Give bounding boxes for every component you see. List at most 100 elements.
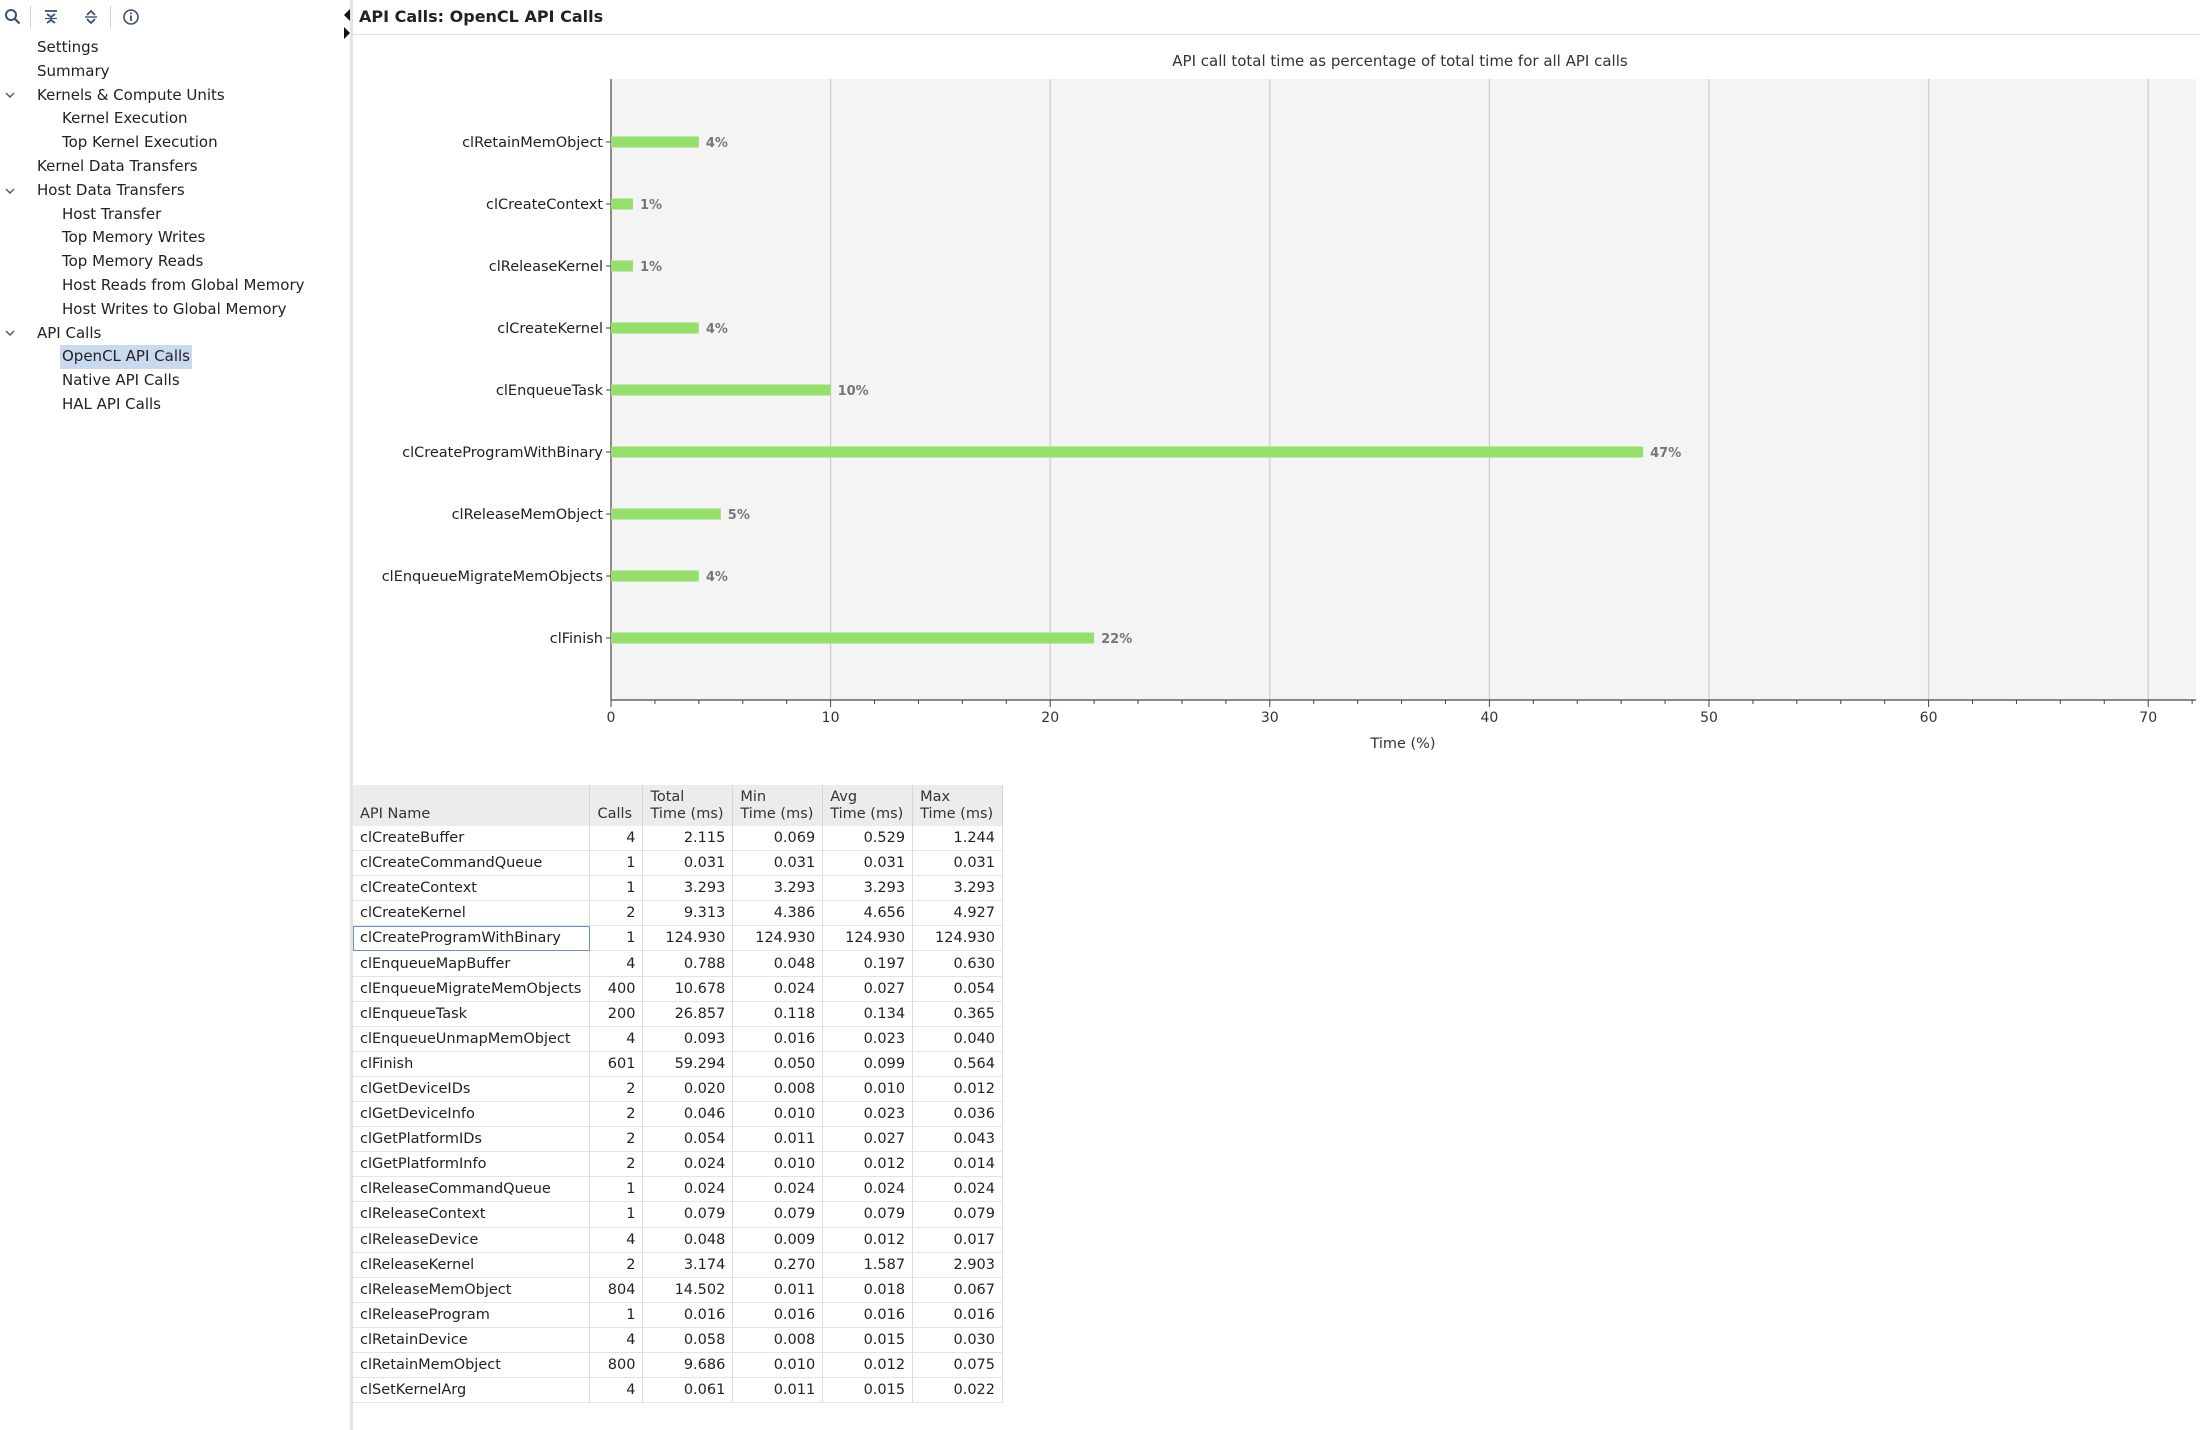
column-api-name-cell[interactable]: clReleaseContext <box>353 1201 591 1228</box>
column-min-time-cell[interactable]: 0.008 <box>732 1327 824 1353</box>
column-calls-cell[interactable]: 2 <box>589 1101 644 1128</box>
column-api-name-cell[interactable]: clGetDeviceInfo <box>353 1101 591 1128</box>
column-calls-cell[interactable]: 1 <box>589 1176 644 1203</box>
table-row[interactable]: clGetDeviceIDs 2 0.020 0.008 0.010 0.012 <box>353 1076 1003 1103</box>
column-api-name-header[interactable]: API Name <box>353 785 591 826</box>
column-api-name-cell[interactable]: clGetPlatformInfo <box>353 1151 591 1178</box>
column-calls-cell[interactable]: 400 <box>589 976 644 1002</box>
tree-item-host-writes-to-global-memory[interactable]: Host Writes to Global Memory <box>0 298 350 322</box>
column-api-name-cell[interactable]: clReleaseDevice <box>353 1227 591 1253</box>
column-calls-cell[interactable]: 1 <box>589 875 644 902</box>
column-api-name-cell[interactable]: clCreateProgramWithBinary <box>353 925 591 952</box>
column-calls-header[interactable]: Calls <box>589 785 644 826</box>
column-calls-cell[interactable]: 200 <box>589 1001 644 1027</box>
column-min-time-cell[interactable]: 0.009 <box>732 1227 824 1253</box>
column-calls-cell[interactable]: 4 <box>589 826 644 852</box>
column-calls-cell[interactable]: 2 <box>589 1126 644 1153</box>
table-row[interactable]: clReleaseMemObject 804 14.502 0.011 0.018 0.0… <box>353 1277 1003 1303</box>
panel-splitter[interactable] <box>350 0 353 1430</box>
column-avg-time-cell[interactable]: 0.010 <box>822 1076 914 1103</box>
column-api-name-cell[interactable]: clCreateContext <box>353 875 591 902</box>
column-calls-cell[interactable]: 4 <box>589 1327 644 1353</box>
column-max-time-cell[interactable]: 0.014 <box>912 1151 1003 1178</box>
column-calls-cell[interactable]: 2 <box>589 1076 644 1103</box>
column-min-time-cell[interactable]: 0.011 <box>732 1277 824 1303</box>
column-total-time-cell[interactable]: 9.313 <box>642 900 734 927</box>
column-avg-time-cell[interactable]: 0.016 <box>822 1302 914 1328</box>
table-row[interactable]: clGetPlatformInfo 2 0.024 0.010 0.012 0.014 <box>353 1151 1003 1178</box>
column-api-name-cell[interactable]: clCreateCommandQueue <box>353 850 591 877</box>
tree-item-native-api-calls[interactable]: Native API Calls <box>0 369 350 393</box>
column-avg-time-cell[interactable]: 4.656 <box>822 900 914 927</box>
column-max-time-header[interactable]: Max Time (ms) <box>912 785 1003 826</box>
column-total-time-cell[interactable]: 0.024 <box>642 1176 734 1203</box>
column-api-name-cell[interactable]: clSetKernelArg <box>353 1377 591 1404</box>
column-total-time-cell[interactable]: 0.788 <box>642 950 734 977</box>
info-button[interactable] <box>118 4 144 30</box>
collapse-left-icon[interactable] <box>341 8 353 22</box>
table-row[interactable]: clCreateCommandQueue 1 0.031 0.031 0.031 0.03… <box>353 850 1003 877</box>
column-max-time-cell[interactable]: 0.564 <box>912 1051 1003 1077</box>
column-avg-time-cell[interactable]: 0.027 <box>822 976 914 1002</box>
column-avg-time-header[interactable]: Avg Time (ms) <box>822 785 914 826</box>
column-total-time-cell[interactable]: 124.930 <box>642 925 734 952</box>
column-avg-time-cell[interactable]: 0.023 <box>822 1026 914 1052</box>
column-max-time-cell[interactable]: 0.365 <box>912 1001 1003 1027</box>
column-min-time-cell[interactable]: 0.010 <box>732 1352 824 1379</box>
tree-item-opencl-api-calls[interactable]: OpenCL API Calls <box>0 345 350 370</box>
expand-all-button[interactable] <box>78 4 104 30</box>
tree-item-host-reads-from-global-memory[interactable]: Host Reads from Global Memory <box>0 274 350 298</box>
table-row[interactable]: clReleaseKernel 2 3.174 0.270 1.587 2.903 <box>353 1252 1003 1278</box>
column-avg-time-cell[interactable]: 0.197 <box>822 950 914 977</box>
chevron-down-icon[interactable] <box>3 179 17 203</box>
column-total-time-cell[interactable]: 0.093 <box>642 1026 734 1052</box>
column-min-time-cell[interactable]: 0.270 <box>732 1252 824 1278</box>
table-row[interactable]: clRetainMemObject 800 9.686 0.010 0.012 0.075 <box>353 1352 1003 1379</box>
column-max-time-cell[interactable]: 0.079 <box>912 1201 1003 1228</box>
column-avg-time-cell[interactable]: 0.015 <box>822 1327 914 1353</box>
column-total-time-cell[interactable]: 0.046 <box>642 1101 734 1128</box>
chevron-down-icon[interactable] <box>3 84 17 108</box>
column-calls-cell[interactable]: 4 <box>589 1377 644 1404</box>
table-row[interactable]: clCreateKernel 2 9.313 4.386 4.656 4.927 <box>353 900 1003 927</box>
column-calls-cell[interactable]: 800 <box>589 1352 644 1379</box>
column-max-time-cell[interactable]: 0.054 <box>912 976 1003 1002</box>
column-avg-time-cell[interactable]: 0.024 <box>822 1176 914 1203</box>
column-calls-cell[interactable]: 2 <box>589 900 644 927</box>
column-min-time-cell[interactable]: 0.048 <box>732 950 824 977</box>
column-avg-time-cell[interactable]: 0.027 <box>822 1126 914 1153</box>
table-row[interactable]: clEnqueueTask 200 26.857 0.118 0.134 0.365 <box>353 1001 1003 1027</box>
column-max-time-cell[interactable]: 0.043 <box>912 1126 1003 1153</box>
tree-item-kernels-compute-units[interactable]: Kernels & Compute Units <box>0 84 350 108</box>
tree-item-top-memory-reads[interactable]: Top Memory Reads <box>0 250 350 274</box>
column-max-time-cell[interactable]: 0.017 <box>912 1227 1003 1253</box>
table-row[interactable]: clGetDeviceInfo 2 0.046 0.010 0.023 0.036 <box>353 1101 1003 1128</box>
column-total-time-cell[interactable]: 0.016 <box>642 1302 734 1328</box>
tree-item-hal-api-calls[interactable]: HAL API Calls <box>0 393 350 417</box>
column-calls-cell[interactable]: 1 <box>589 1302 644 1328</box>
column-min-time-cell[interactable]: 3.293 <box>732 875 824 902</box>
column-api-name-cell[interactable]: clEnqueueTask <box>353 1001 591 1027</box>
table-row[interactable]: clRetainDevice 4 0.058 0.008 0.015 0.030 <box>353 1327 1003 1353</box>
bar[interactable] <box>611 322 699 334</box>
column-api-name-cell[interactable]: clRetainDevice <box>353 1327 591 1353</box>
column-min-time-cell[interactable]: 4.386 <box>732 900 824 927</box>
column-min-time-cell[interactable]: 0.008 <box>732 1076 824 1103</box>
column-max-time-cell[interactable]: 0.075 <box>912 1352 1003 1379</box>
table-row[interactable]: clEnqueueMigrateMemObjects 400 10.678 0.024… <box>353 976 1003 1002</box>
column-api-name-cell[interactable]: clReleaseCommandQueue <box>353 1176 591 1203</box>
tree-item-summary[interactable]: Summary <box>0 60 350 84</box>
column-total-time-cell[interactable]: 9.686 <box>642 1352 734 1379</box>
column-max-time-cell[interactable]: 0.067 <box>912 1277 1003 1303</box>
table-row[interactable]: clCreateProgramWithBinary 1 124.930 124.930… <box>353 925 1003 952</box>
column-calls-cell[interactable]: 4 <box>589 950 644 977</box>
bar[interactable] <box>611 384 831 396</box>
column-max-time-cell[interactable]: 0.630 <box>912 950 1003 977</box>
column-api-name-cell[interactable]: clFinish <box>353 1051 591 1077</box>
column-api-name-cell[interactable]: clGetDeviceIDs <box>353 1076 591 1103</box>
column-api-name-cell[interactable]: clRetainMemObject <box>353 1352 591 1379</box>
column-calls-cell[interactable]: 1 <box>589 850 644 877</box>
column-api-name-cell[interactable]: clCreateKernel <box>353 900 591 927</box>
column-calls-cell[interactable]: 2 <box>589 1151 644 1178</box>
column-min-time-cell[interactable]: 0.010 <box>732 1151 824 1178</box>
